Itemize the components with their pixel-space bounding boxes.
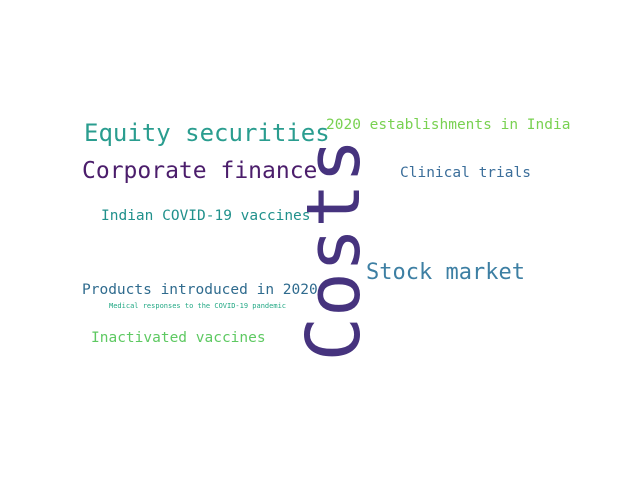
word-stock-market: Stock market xyxy=(366,260,525,285)
word-equity-securities: Equity securities xyxy=(84,119,330,147)
word-indian-covid-19-vaccines: Indian COVID-19 vaccines xyxy=(101,208,311,224)
word-medical-responses-to-covid-19-pandemic: Medical responses to the COVID-19 pandem… xyxy=(109,302,287,310)
word-corporate-finance: Corporate finance xyxy=(82,158,318,184)
word-products-introduced-in-2020: Products introduced in 2020 xyxy=(82,282,318,298)
word-clinical-trials: Clinical trials xyxy=(400,165,531,181)
word-2020-establishments-in-india: 2020 establishments in India xyxy=(326,117,571,133)
word-inactivated-vaccines: Inactivated vaccines xyxy=(91,330,266,346)
